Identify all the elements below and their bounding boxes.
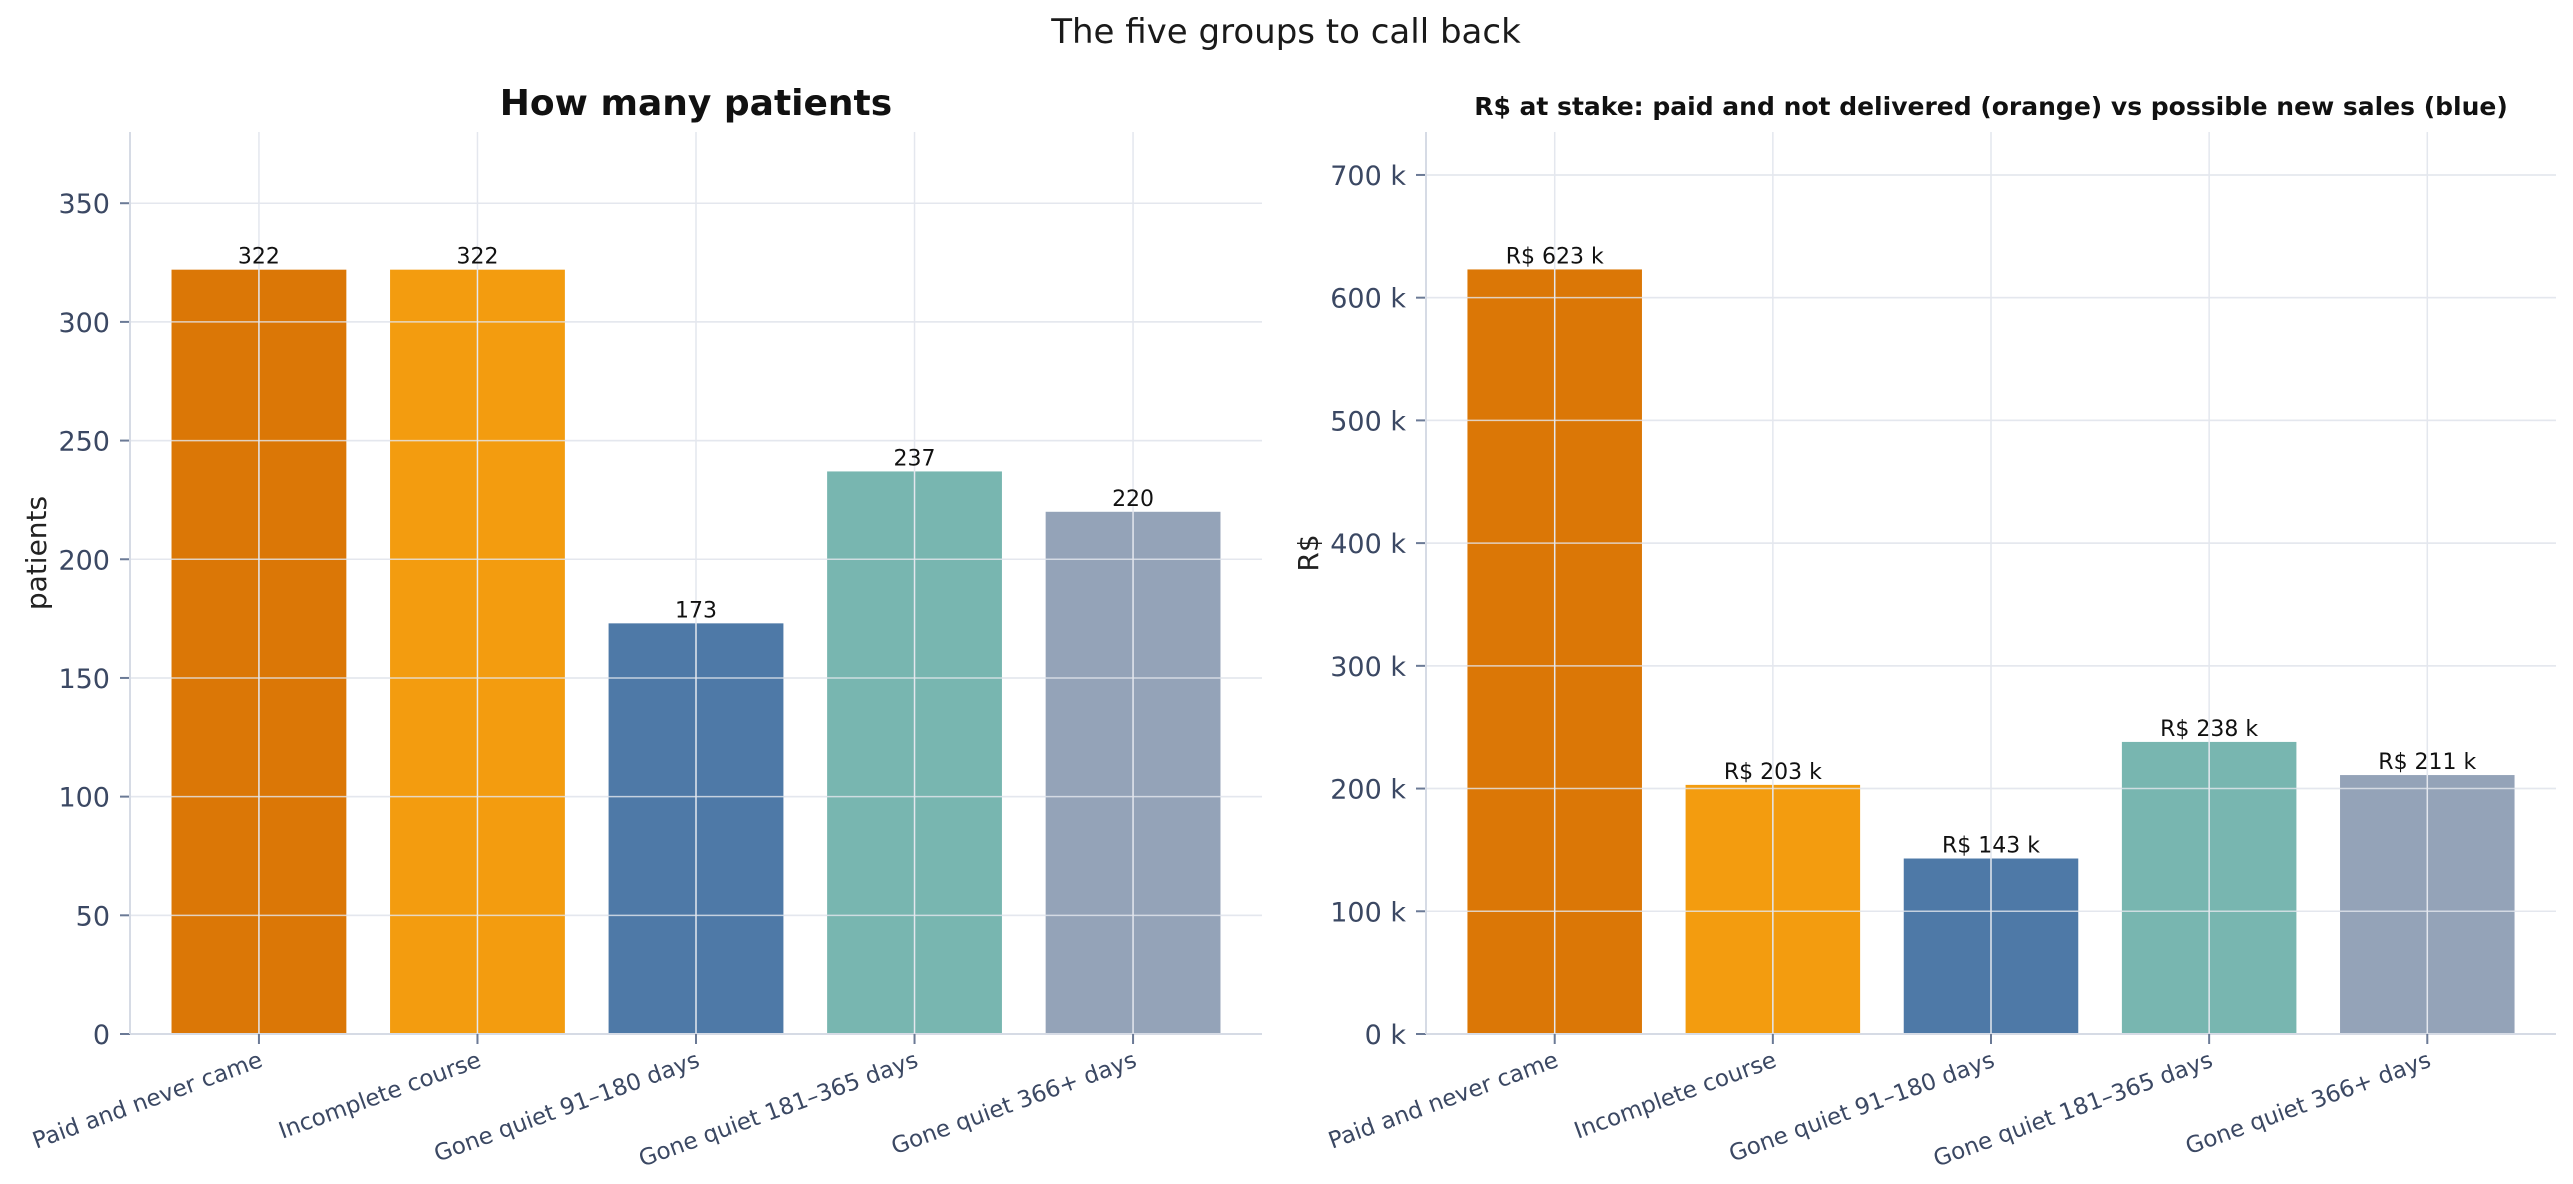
y-tick-label: 100 k bbox=[1330, 897, 1406, 928]
y-tick-label: 100 bbox=[58, 783, 110, 814]
data-label: R$ 203 k bbox=[1724, 760, 1822, 785]
x-tick-label: Incomplete course bbox=[1571, 1047, 1780, 1144]
y-tick-label: 0 k bbox=[1365, 1020, 1407, 1051]
data-label: R$ 238 k bbox=[2160, 717, 2258, 742]
y-axis-label: patients bbox=[20, 496, 53, 610]
y-tick-label: 300 bbox=[58, 308, 110, 339]
x-tick-label: Gone quiet 366+ days bbox=[888, 1047, 1140, 1160]
y-tick-label: 400 k bbox=[1330, 529, 1406, 560]
x-tick-label: Paid and never came bbox=[1325, 1047, 1562, 1154]
data-label: 220 bbox=[1112, 487, 1154, 512]
x-tick-label: Paid and never came bbox=[29, 1047, 266, 1154]
y-tick-label: 600 k bbox=[1330, 284, 1406, 315]
data-label: R$ 211 k bbox=[2378, 750, 2476, 775]
data-label: 173 bbox=[675, 598, 717, 623]
y-tick-label: 150 bbox=[58, 664, 110, 695]
y-tick-label: 200 k bbox=[1330, 775, 1406, 806]
data-label: R$ 623 k bbox=[1506, 244, 1604, 269]
y-tick-label: 0 bbox=[93, 1020, 110, 1051]
data-label: 237 bbox=[894, 446, 936, 471]
x-tick-label: Gone quiet 366+ days bbox=[2182, 1047, 2434, 1160]
y-tick-label: 50 bbox=[76, 901, 110, 932]
data-label: 322 bbox=[238, 245, 280, 270]
chart-patients: 0 50 100 150 200 250 300 350 322 322 173 237 220 Paid… bbox=[20, 83, 1262, 1172]
y-tick-label: 500 k bbox=[1330, 406, 1406, 437]
figure-title: The five groups to call back bbox=[1050, 12, 1521, 52]
y-tick-label: 200 bbox=[58, 545, 110, 576]
data-label: R$ 143 k bbox=[1942, 834, 2040, 859]
data-label: 322 bbox=[456, 245, 498, 270]
chart-title: R$ at stake: paid and not delivered (ora… bbox=[1474, 92, 2508, 121]
y-tick-label: 700 k bbox=[1330, 161, 1406, 192]
chart-revenue-at-stake: 0 k 100 k 200 k 300 k 400 k 500 k 600 k 700 k R$… bbox=[1292, 92, 2556, 1172]
x-tick-label: Incomplete course bbox=[275, 1047, 484, 1144]
y-tick-label: 250 bbox=[58, 427, 110, 458]
y-tick-label: 300 k bbox=[1330, 652, 1406, 683]
y-axis-label: R$ bbox=[1292, 534, 1325, 571]
chart-title: How many patients bbox=[500, 83, 892, 124]
y-tick-label: 350 bbox=[58, 189, 110, 220]
